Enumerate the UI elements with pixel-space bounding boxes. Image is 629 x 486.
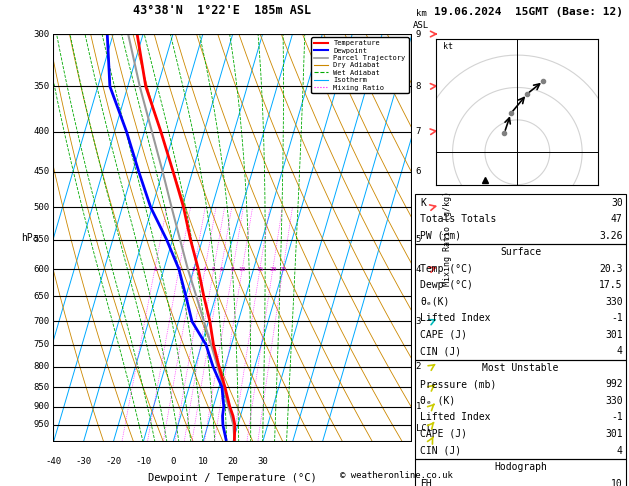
Text: © weatheronline.co.uk: © weatheronline.co.uk: [340, 471, 453, 480]
Text: -10: -10: [135, 456, 151, 466]
Text: 0: 0: [170, 456, 175, 466]
Text: 4: 4: [203, 266, 207, 272]
Text: 301: 301: [605, 429, 623, 439]
Text: 700: 700: [34, 317, 50, 326]
Text: 6: 6: [416, 167, 421, 176]
Text: kt: kt: [443, 42, 453, 51]
Text: Pressure (mb): Pressure (mb): [420, 380, 496, 389]
Text: -1: -1: [611, 313, 623, 323]
Text: 10: 10: [238, 266, 246, 272]
Text: 550: 550: [34, 235, 50, 244]
Text: 1: 1: [416, 402, 421, 411]
Text: K: K: [420, 198, 426, 208]
Text: 43°38'N  1°22'E  185m ASL: 43°38'N 1°22'E 185m ASL: [133, 4, 311, 17]
Text: 4: 4: [416, 264, 421, 274]
Text: EH: EH: [420, 479, 432, 486]
Text: -20: -20: [105, 456, 121, 466]
Text: Dewpoint / Temperature (°C): Dewpoint / Temperature (°C): [148, 473, 317, 483]
Text: 500: 500: [34, 203, 50, 212]
Text: 900: 900: [34, 402, 50, 411]
Text: 400: 400: [34, 127, 50, 136]
Text: -1: -1: [611, 413, 623, 422]
Text: Dewp (°C): Dewp (°C): [420, 280, 473, 290]
Text: PW (cm): PW (cm): [420, 231, 461, 241]
Text: LCL: LCL: [416, 424, 431, 433]
Text: CIN (J): CIN (J): [420, 347, 461, 356]
Text: Totals Totals: Totals Totals: [420, 214, 496, 224]
Text: 2: 2: [177, 266, 181, 272]
Text: 25: 25: [279, 266, 287, 272]
Text: 30: 30: [257, 456, 268, 466]
Text: hPa: hPa: [21, 233, 39, 243]
Text: θₑ(K): θₑ(K): [420, 297, 450, 307]
Text: -30: -30: [75, 456, 91, 466]
Text: 6: 6: [219, 266, 223, 272]
Text: 2: 2: [416, 362, 421, 371]
Text: 950: 950: [34, 420, 50, 429]
Text: 20: 20: [269, 266, 277, 272]
Text: 8: 8: [416, 82, 421, 91]
Text: CAPE (J): CAPE (J): [420, 429, 467, 439]
Text: 3.26: 3.26: [599, 231, 623, 241]
Text: 600: 600: [34, 264, 50, 274]
Text: 17.5: 17.5: [599, 280, 623, 290]
Text: 301: 301: [605, 330, 623, 340]
Text: θₑ (K): θₑ (K): [420, 396, 455, 406]
Text: 350: 350: [34, 82, 50, 91]
Text: CAPE (J): CAPE (J): [420, 330, 467, 340]
Text: 47: 47: [611, 214, 623, 224]
Text: 9: 9: [416, 30, 421, 38]
Legend: Temperature, Dewpoint, Parcel Trajectory, Dry Adiabat, Wet Adiabat, Isotherm, Mi: Temperature, Dewpoint, Parcel Trajectory…: [311, 37, 408, 93]
Text: 5: 5: [416, 235, 421, 244]
Text: ASL: ASL: [413, 21, 429, 30]
Text: km: km: [416, 9, 426, 17]
Text: 992: 992: [605, 380, 623, 389]
Text: Most Unstable: Most Unstable: [482, 363, 559, 373]
Text: 4: 4: [617, 347, 623, 356]
Text: 3: 3: [416, 317, 421, 326]
Text: 4: 4: [617, 446, 623, 455]
Text: 7: 7: [416, 127, 421, 136]
Text: 330: 330: [605, 396, 623, 406]
Text: Lifted Index: Lifted Index: [420, 313, 491, 323]
Text: Hodograph: Hodograph: [494, 462, 547, 472]
Text: 10: 10: [611, 479, 623, 486]
Text: CIN (J): CIN (J): [420, 446, 461, 455]
Text: 750: 750: [34, 340, 50, 349]
Text: Surface: Surface: [500, 247, 541, 257]
Text: Temp (°C): Temp (°C): [420, 264, 473, 274]
Text: 850: 850: [34, 382, 50, 392]
Text: 20: 20: [227, 456, 238, 466]
Text: 800: 800: [34, 362, 50, 371]
Text: 10: 10: [198, 456, 208, 466]
Text: 300: 300: [34, 30, 50, 38]
Text: 8: 8: [231, 266, 235, 272]
Text: 30: 30: [611, 198, 623, 208]
Text: 15: 15: [256, 266, 264, 272]
Text: 1: 1: [153, 266, 157, 272]
Text: 450: 450: [34, 167, 50, 176]
Text: Mixing Ratio (g/kg): Mixing Ratio (g/kg): [443, 191, 452, 286]
Text: 650: 650: [34, 292, 50, 301]
Text: 3: 3: [192, 266, 196, 272]
Text: Lifted Index: Lifted Index: [420, 413, 491, 422]
Text: 20.3: 20.3: [599, 264, 623, 274]
Text: 330: 330: [605, 297, 623, 307]
Text: -40: -40: [45, 456, 62, 466]
Text: 5: 5: [212, 266, 216, 272]
Text: 19.06.2024  15GMT (Base: 12): 19.06.2024 15GMT (Base: 12): [434, 7, 623, 17]
